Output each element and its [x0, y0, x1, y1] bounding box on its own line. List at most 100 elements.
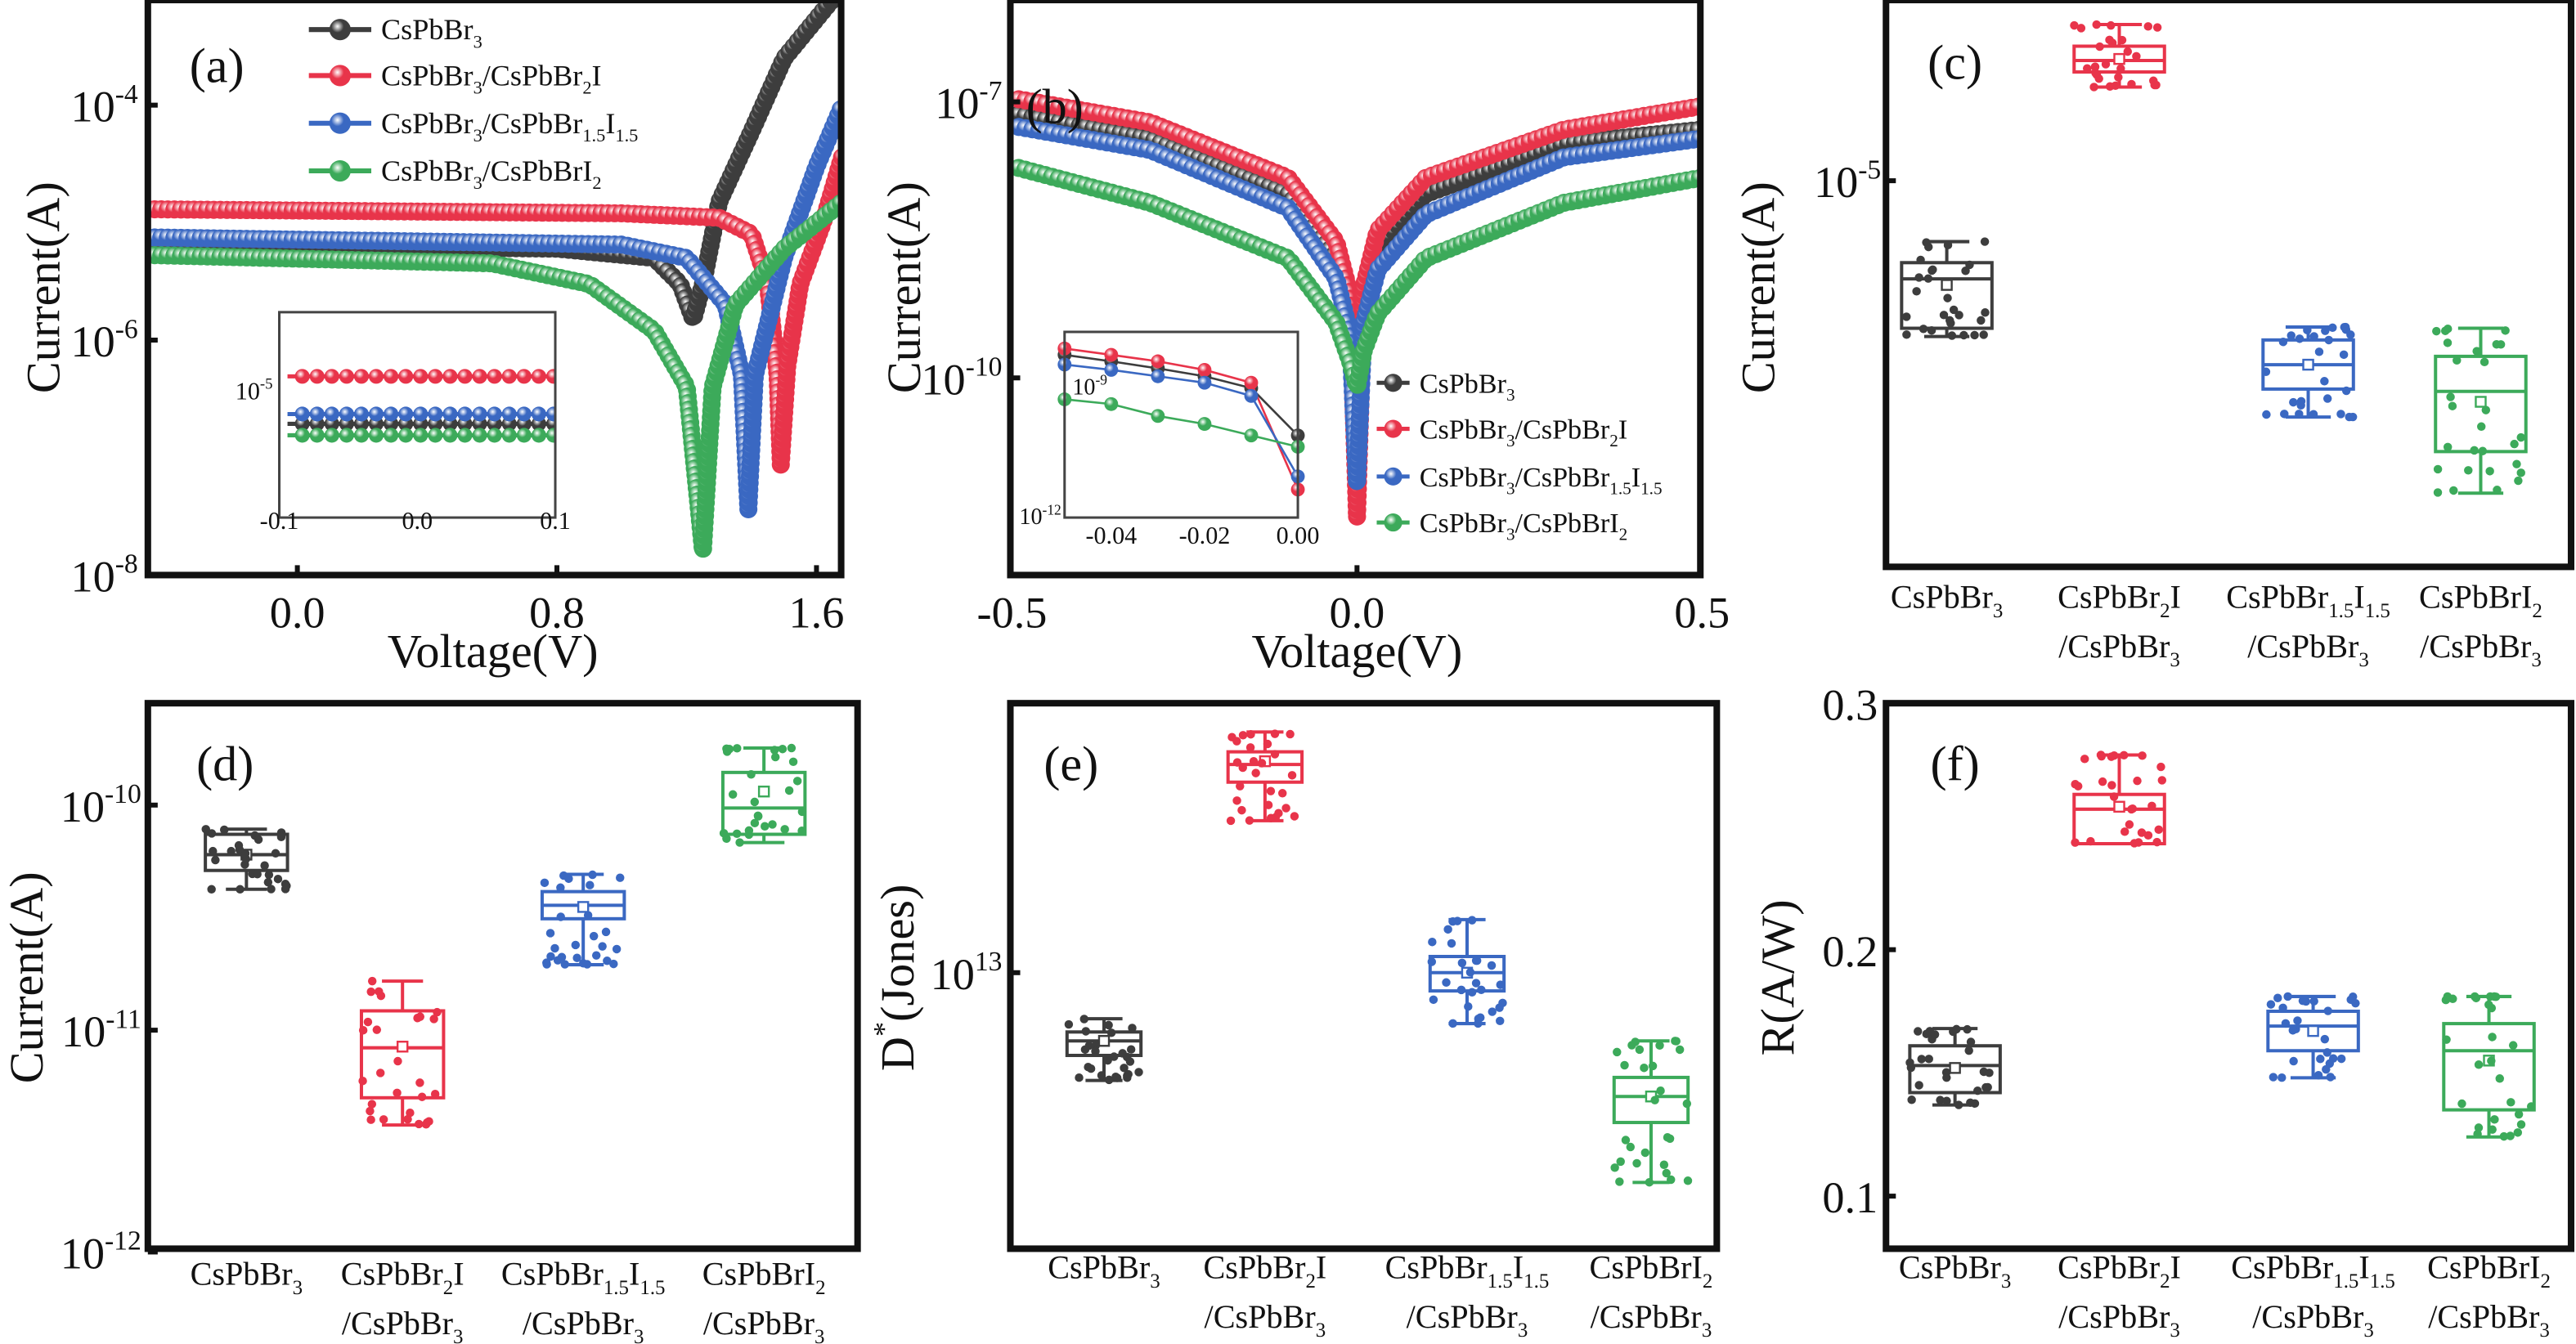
data-point [2339, 350, 2349, 360]
data-point [2089, 83, 2098, 92]
data-point [542, 960, 551, 969]
data-point [1917, 1055, 1926, 1064]
data-point [2261, 367, 2271, 376]
data-point [2443, 442, 2453, 452]
y-tick-label: 0.3 [1822, 680, 1878, 729]
data-point [1457, 958, 1467, 968]
data-point [2080, 755, 2089, 764]
category-label: CsPbBr2​I [2058, 579, 2181, 622]
data-point [2512, 459, 2521, 468]
data-point [2320, 1034, 2330, 1044]
data-point [2432, 326, 2441, 336]
inset-b-marker [1197, 362, 1212, 377]
data-point [1278, 789, 1287, 798]
category-label: /CsPbBr3​ [523, 1305, 644, 1344]
inset-x-tick-label: 0.0 [402, 507, 433, 535]
data-point [1645, 1178, 1654, 1187]
category-label: CsPbBr3​ [1899, 1249, 2011, 1292]
data-point [1650, 1095, 1659, 1104]
legend-label: CsPbBr3​/CsPbBr1.5​I1.5​ [1420, 463, 1663, 499]
data-point [601, 927, 611, 937]
data-point [1983, 1082, 1992, 1092]
inset-a-series-3-marker [457, 428, 473, 443]
box-3 [1610, 1037, 1693, 1187]
data-point [2490, 1115, 2499, 1124]
data-point [1905, 1058, 1914, 1068]
data-point [2495, 1074, 2504, 1083]
inset-a-series-2-marker [413, 406, 429, 422]
data-point [2269, 1073, 2278, 1082]
inset-a-series-1-marker [457, 369, 473, 384]
data-point [1949, 305, 1959, 315]
data-point [263, 877, 273, 887]
box-3 [2432, 324, 2528, 497]
box-2 [2261, 322, 2358, 422]
y-tick-label: 10-10​ [61, 779, 141, 831]
data-point [1927, 326, 1936, 335]
data-point [1961, 267, 1970, 276]
data-point [2070, 20, 2079, 30]
panel-f-plot [1905, 750, 2536, 1141]
data-point [1232, 758, 1242, 767]
inset-b-bg [1064, 331, 1299, 518]
category-label: CsPbBrI2​ [1590, 1249, 1713, 1292]
data-point [2513, 1128, 2523, 1137]
legend-marker [329, 159, 351, 182]
box-mean [1097, 1035, 1111, 1047]
data-point [2488, 1033, 2497, 1042]
panel-frame [1007, 700, 1721, 1252]
category-label: CsPbBr1.5​I1.5​ [2231, 1249, 2395, 1292]
data-point [2326, 1073, 2335, 1082]
data-point [733, 744, 742, 753]
data-point [375, 987, 384, 997]
data-point [1659, 1160, 1669, 1169]
data-point [546, 952, 555, 961]
inset-a-series-3-marker [516, 428, 532, 443]
y-axis-label: R(A/W) [1752, 899, 1805, 1055]
data-point [1640, 1148, 1650, 1158]
data-point [367, 976, 377, 986]
data-point [1914, 1081, 1923, 1090]
data-point [1118, 1049, 1127, 1058]
data-point [1488, 1007, 1497, 1016]
inset-b-plot [1057, 341, 1305, 497]
data-point [2480, 357, 2489, 367]
data-point [588, 870, 597, 880]
data-point [2116, 64, 2125, 74]
inset-a-series-1-marker [309, 369, 325, 384]
legend-label: CsPbBr3​ [381, 13, 482, 52]
box-1 [2071, 750, 2167, 848]
legend-label: CsPbBr3​/CsPbBr1.5​I1.5​ [381, 107, 638, 146]
inset-a-series-2-marker [339, 406, 354, 422]
x-tick-label: 0.5 [1674, 589, 1730, 638]
data-point [367, 1100, 377, 1109]
data-point [2324, 335, 2333, 345]
inset-a-series-3-marker [369, 428, 384, 443]
data-point [2092, 20, 2101, 29]
data-point [1671, 1037, 1680, 1046]
box-2 [2266, 992, 2360, 1082]
data-point [583, 911, 593, 920]
data-point [358, 1076, 367, 1086]
category-label: CsPbBr1.5​I1.5​ [2226, 579, 2390, 622]
x-tick-label: 0.0 [1329, 589, 1384, 638]
data-point [1270, 750, 1280, 759]
data-point [1610, 1163, 1619, 1172]
data-point [2514, 476, 2523, 486]
data-point [1442, 978, 1451, 988]
data-point [260, 861, 269, 870]
data-point [1981, 308, 1990, 317]
data-point [1097, 1071, 1106, 1080]
data-point [1465, 968, 1475, 977]
data-point [2154, 825, 2163, 835]
inset-b-marker [1151, 369, 1165, 383]
data-point [1128, 1024, 1137, 1033]
panel-a-frame [144, 0, 845, 579]
data-point [1942, 1073, 1951, 1082]
data-point [2516, 1120, 2526, 1129]
y-tick-label: 1013​ [931, 947, 1003, 999]
data-point [207, 829, 217, 838]
data-point [2289, 397, 2298, 407]
data-point [271, 849, 280, 858]
category-label: CsPbBr3​ [1048, 1249, 1160, 1292]
